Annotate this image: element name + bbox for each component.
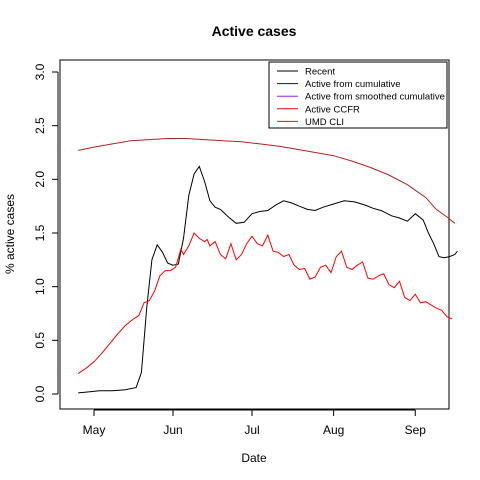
axes: May Jun Jul Aug Sep 0.0 0.5 1.0 1.5 2.0 2.5 3.0 <box>33 63 426 437</box>
legend-label-active-from-cumulative: Active from cumulative <box>305 79 401 90</box>
x-tick-label: May <box>83 423 106 437</box>
plot-frame <box>59 59 450 410</box>
legend-label-recent: Recent <box>305 67 335 78</box>
chart-title: Active cases <box>212 23 297 39</box>
legend-label-active-ccfr: Active CCFR <box>305 104 360 115</box>
x-tick-label: Sep <box>405 423 427 437</box>
y-tick-label: 1.0 <box>33 278 47 295</box>
legend-label-umd-cli: UMD CLI <box>305 117 344 128</box>
series-layer <box>77 138 458 394</box>
series-line-active-ccfr <box>77 232 453 375</box>
x-tick-label: Aug <box>323 423 344 437</box>
y-tick-label: 0.0 <box>33 385 47 402</box>
x-axis-label: Date <box>241 451 267 465</box>
y-tick-label: 1.5 <box>33 224 47 241</box>
y-tick-label: 2.0 <box>33 171 47 188</box>
y-tick-label: 2.5 <box>33 117 47 134</box>
legend-box <box>268 61 448 129</box>
y-tick-label: 0.5 <box>33 332 47 349</box>
y-axis-label: % active cases <box>3 194 17 274</box>
series-line-recent <box>78 165 458 394</box>
legend-label-active-from-smoothed-cumulative: Active from smoothed cumulative <box>305 92 445 103</box>
y-tick-label: 3.0 <box>33 63 47 80</box>
series-line-umd-cli <box>78 138 456 224</box>
x-tick-label: Jul <box>244 423 259 437</box>
x-tick-label: Jun <box>163 423 182 437</box>
